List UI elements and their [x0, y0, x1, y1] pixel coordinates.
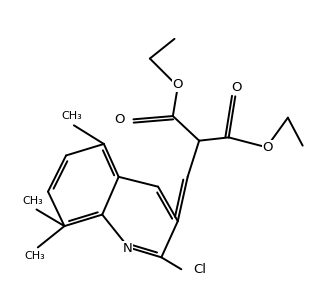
Text: Cl: Cl [193, 263, 206, 276]
Text: N: N [123, 242, 133, 255]
Text: CH₃: CH₃ [24, 251, 45, 261]
Text: O: O [263, 141, 273, 154]
Text: O: O [231, 81, 242, 94]
Text: CH₃: CH₃ [61, 111, 82, 121]
Text: CH₃: CH₃ [23, 196, 44, 206]
Text: O: O [172, 78, 183, 91]
Text: O: O [114, 113, 125, 126]
